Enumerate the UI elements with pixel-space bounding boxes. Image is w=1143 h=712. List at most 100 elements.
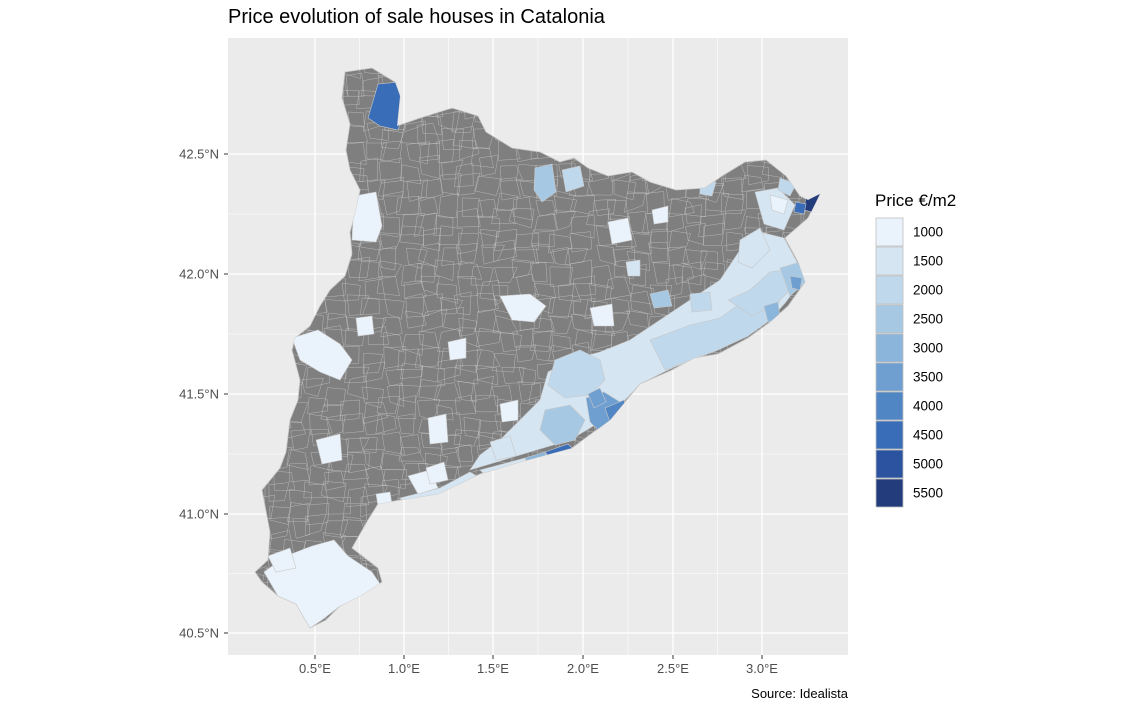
municipality-border (307, 397, 328, 414)
legend-label: 5500 (913, 486, 943, 501)
municipality-border (324, 298, 346, 321)
y-tick-label: 42.0°N (179, 267, 219, 282)
y-tick-label: 41.0°N (179, 507, 219, 522)
municipality-border (492, 315, 519, 334)
municipality-border (493, 239, 517, 262)
legend-label: 4500 (913, 428, 943, 443)
municipality-border (438, 193, 459, 218)
municipality-border (363, 414, 385, 435)
municipality-border (455, 444, 474, 462)
municipality-border (458, 317, 478, 337)
municipality-border (624, 191, 646, 213)
municipality-border (347, 375, 368, 400)
municipality-border (476, 293, 500, 313)
municipality-border (401, 262, 422, 286)
municipality-border (723, 209, 747, 231)
municipality-border (494, 267, 518, 284)
municipality-border (700, 250, 718, 270)
municipality-border (629, 263, 647, 287)
municipality-border (403, 280, 427, 299)
municipality-border (344, 366, 370, 383)
municipality-border (367, 326, 390, 345)
municipality-border (399, 384, 421, 403)
region-baix-camp (425, 461, 449, 485)
region-sant-cugat (587, 387, 607, 409)
municipality-border (422, 293, 443, 318)
legend-swatch (875, 420, 904, 450)
municipality-border (470, 376, 494, 402)
legend-swatch (875, 391, 904, 421)
municipality-border (558, 283, 582, 303)
municipality-border (456, 208, 481, 228)
municipality-border (346, 487, 370, 507)
municipality-border (574, 329, 597, 349)
municipality-border (668, 230, 691, 252)
legend-swatch (875, 217, 904, 247)
region-roses (769, 194, 789, 215)
municipality-border (348, 111, 365, 128)
municipality-border (512, 246, 539, 264)
municipality-border (361, 386, 385, 409)
region-begur (789, 275, 803, 291)
municipality-border (365, 465, 386, 488)
municipality-border (418, 196, 439, 216)
municipality-border (385, 368, 404, 386)
municipality-border (457, 260, 483, 280)
municipality-border (570, 195, 595, 215)
municipality-border (341, 282, 361, 301)
municipality-border (396, 395, 417, 420)
municipality-border (453, 429, 480, 447)
region-lleida-west (351, 191, 383, 243)
municipality-border (682, 249, 708, 270)
x-tick-label: 2.0°E (567, 661, 599, 676)
municipality-border (327, 453, 354, 473)
municipality-border (346, 294, 370, 316)
priced-municipalities (263, 81, 820, 628)
municipality-border (342, 413, 364, 434)
municipality-border (457, 380, 477, 402)
municipality-border (325, 497, 351, 515)
municipality-border (515, 344, 537, 363)
municipality-border (459, 139, 480, 161)
y-tick-label: 42.5°N (179, 147, 219, 162)
municipality-border (326, 312, 350, 331)
municipality-border (454, 365, 479, 385)
municipality-border (553, 196, 577, 214)
municipality-border (531, 243, 555, 264)
municipality-border (290, 429, 311, 451)
municipality-border (479, 229, 498, 248)
municipality-border (416, 123, 441, 145)
municipality-border (496, 398, 521, 417)
municipality-border (477, 198, 498, 218)
municipality-border (703, 222, 726, 246)
municipality-border (379, 140, 403, 163)
municipality-border (470, 265, 494, 286)
municipality-border (382, 431, 406, 455)
region-anoia (499, 399, 519, 423)
municipality-border (475, 364, 498, 386)
municipality-border (324, 470, 345, 491)
municipality-border (570, 215, 595, 239)
municipality-border (375, 413, 397, 435)
municipality-border (459, 327, 481, 348)
municipality-border (400, 120, 427, 144)
municipality-border (379, 246, 397, 271)
municipality-border (746, 165, 769, 186)
region-selva (689, 291, 713, 313)
region-conca (427, 413, 449, 445)
municipality-border (422, 227, 441, 251)
municipality-border (382, 469, 407, 489)
region-puigcerda (561, 165, 585, 193)
municipality-border (346, 256, 371, 278)
legend-label: 3500 (913, 370, 943, 385)
municipality-border (631, 232, 652, 255)
municipality-border (320, 481, 347, 503)
x-tick-label: 1.0°E (388, 661, 420, 676)
y-tick-label: 41.5°N (179, 387, 219, 402)
municipality-border (345, 72, 365, 97)
municipality-border (414, 346, 441, 368)
region-tortosa (267, 547, 297, 573)
municipality-border (433, 382, 461, 402)
municipality-border (406, 179, 428, 202)
legend-label: 2000 (913, 283, 943, 298)
